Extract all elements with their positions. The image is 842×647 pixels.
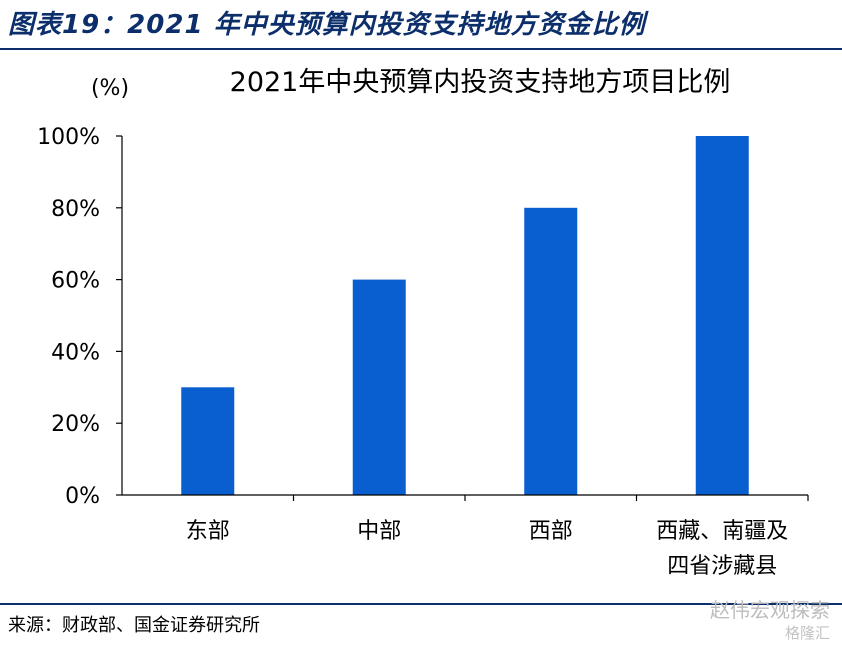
watermark-sub: 格隆汇 <box>784 624 830 642</box>
y-tick-label: 40% <box>51 340 100 365</box>
source-note: 来源：财政部、国金证券研究所 <box>8 615 260 636</box>
bar <box>695 136 749 495</box>
x-tick-label: 东部 <box>186 519 230 544</box>
x-tick-label: 西部 <box>529 519 573 544</box>
y-tick-label: 20% <box>51 412 100 437</box>
y-axis-ticks: 0% 20% 40% 60% 80% 100% <box>37 125 122 509</box>
y-axis-unit-label: (%) <box>91 76 129 101</box>
bars <box>181 136 749 496</box>
bar <box>352 279 406 495</box>
bar-chart: 2021年中央预算内投资支持地方项目比例 (%) 0% 20% 40% 60% 80% 1… <box>37 67 809 579</box>
bottom-rule <box>0 603 842 605</box>
x-tick-label: 中部 <box>357 519 401 544</box>
chart-title: 2021年中央预算内投资支持地方项目比例 <box>230 67 731 98</box>
top-rule <box>0 48 842 50</box>
y-tick-label: 60% <box>51 269 100 294</box>
bar <box>181 387 235 495</box>
x-tick-label: 西藏、南疆及 <box>656 519 788 544</box>
watermark: 赵伟宏观探索 <box>710 598 830 622</box>
y-tick-label: 80% <box>51 197 100 222</box>
x-tick-label: 四省涉藏县 <box>667 554 777 579</box>
y-tick-label: 0% <box>65 484 100 509</box>
y-tick-label: 100% <box>37 125 100 150</box>
bar <box>524 207 578 496</box>
figure-title: 图表19：2021 年中央预算内投资支持地方资金比例 <box>8 10 646 40</box>
